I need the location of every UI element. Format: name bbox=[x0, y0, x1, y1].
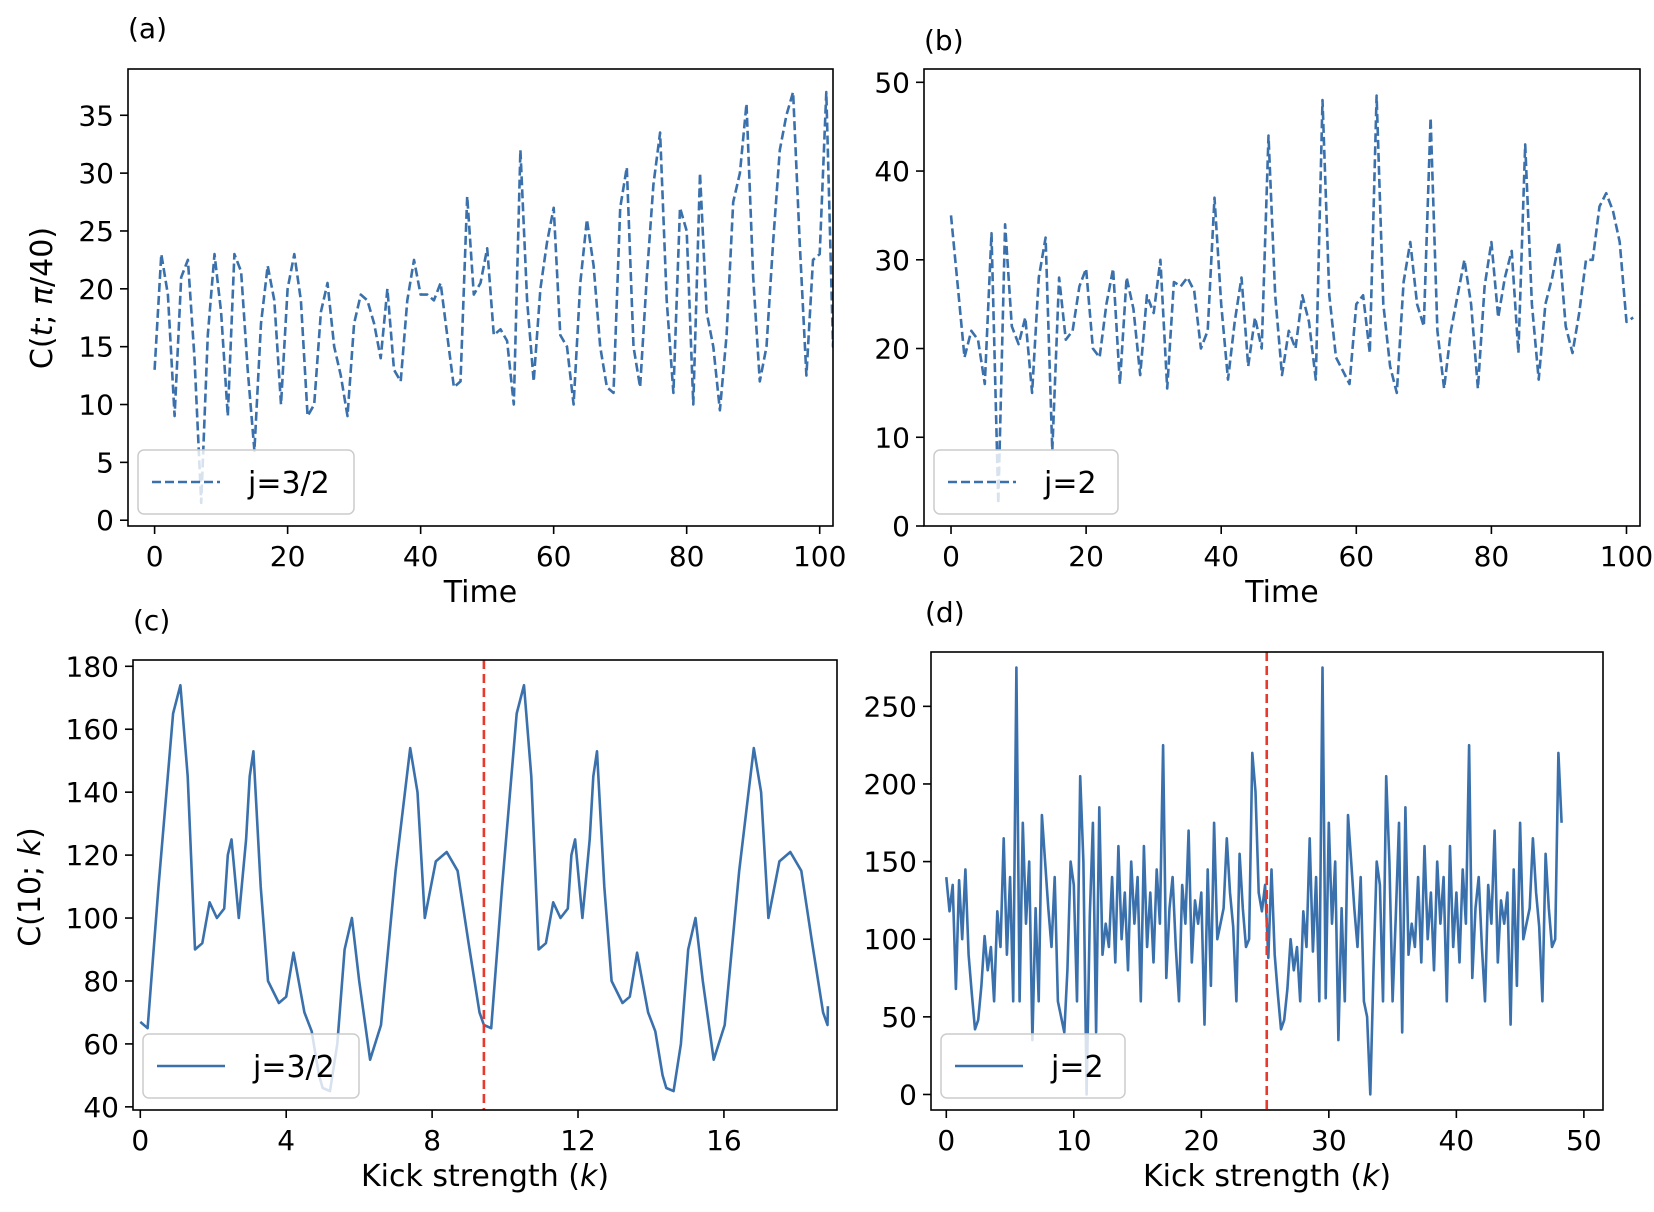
y-tick-label: 10 bbox=[874, 421, 910, 454]
x-axis-title-d: Kick strength (k) bbox=[1143, 1159, 1391, 1194]
plot-frame-c bbox=[132, 659, 838, 1111]
y-tick-label: 100 bbox=[66, 902, 119, 935]
y-tick-label: 0 bbox=[96, 504, 114, 537]
y-tick-label: 100 bbox=[864, 923, 917, 956]
y-tick-label: 5 bbox=[96, 446, 114, 479]
y-tick-label: 200 bbox=[864, 768, 917, 801]
x-tick-label: 100 bbox=[1600, 540, 1653, 573]
x-tick-label: 12 bbox=[560, 1124, 596, 1157]
panel-b-label: (b) bbox=[924, 24, 964, 57]
legend-label: j=2 bbox=[1050, 1050, 1104, 1085]
y-tick-label: 35 bbox=[78, 99, 114, 132]
legend-c: j=3/2 bbox=[142, 1033, 360, 1099]
legend-box bbox=[933, 449, 1119, 515]
y-tick-label: 140 bbox=[66, 776, 119, 809]
y-tick-label: 160 bbox=[66, 713, 119, 746]
x-tick-label: 0 bbox=[937, 1124, 955, 1157]
panel-d: (d) j=2 0 10 20 30 40 50 0 50 100 150 200 250 Kick st… bbox=[864, 596, 1604, 1194]
x-tick-label: 40 bbox=[1439, 1124, 1475, 1157]
legend-box bbox=[137, 449, 355, 515]
series-line-c bbox=[139, 683, 830, 1093]
panel-c-label: (c) bbox=[133, 604, 170, 637]
x-axis-title-b: Time bbox=[1244, 575, 1318, 610]
x-axis-title-a: Time bbox=[443, 575, 517, 610]
y-tick-label: 50 bbox=[874, 66, 910, 99]
legend-box bbox=[940, 1033, 1126, 1099]
y-tick-label: 50 bbox=[881, 1001, 917, 1034]
panel-b: (b) j=2 0 20 40 60 80 100 0 10 20 30 40 50 Time bbox=[874, 24, 1653, 610]
x-tick-label: 100 bbox=[793, 540, 846, 573]
x-tick-label: 40 bbox=[1203, 540, 1239, 573]
y-tick-label: 10 bbox=[78, 389, 114, 422]
x-tick-label: 20 bbox=[270, 540, 306, 573]
y-tick-label: 20 bbox=[78, 273, 114, 306]
x-tick-label: 20 bbox=[1184, 1124, 1220, 1157]
panel-c-ylabel: C(10; k) bbox=[13, 827, 48, 947]
legend-label: j=3/2 bbox=[247, 466, 330, 501]
x-tick-label: 0 bbox=[942, 540, 960, 573]
y-tick-label: 30 bbox=[78, 157, 114, 190]
y-tick-label: 30 bbox=[874, 244, 910, 277]
series-line-b bbox=[949, 94, 1634, 506]
x-tick-label: 80 bbox=[1474, 540, 1510, 573]
panel-a-label: (a) bbox=[128, 12, 167, 45]
x-tick-label: 8 bbox=[423, 1124, 441, 1157]
series-line-d bbox=[945, 666, 1563, 1096]
legend-label: j=2 bbox=[1043, 466, 1097, 501]
legend-box bbox=[142, 1033, 360, 1099]
plot-frame-d bbox=[930, 651, 1604, 1111]
y-tick-label: 15 bbox=[78, 331, 114, 364]
panel-d-label: (d) bbox=[925, 596, 965, 629]
legend-label: j=3/2 bbox=[252, 1050, 335, 1085]
x-tick-label: 0 bbox=[131, 1124, 149, 1157]
x-tick-label: 40 bbox=[403, 540, 439, 573]
panel-a-ylabel: C(t; π/40) bbox=[25, 227, 60, 369]
y-tick-label: 25 bbox=[78, 215, 114, 248]
x-tick-label: 20 bbox=[1068, 540, 1104, 573]
x-tick-label: 4 bbox=[277, 1124, 295, 1157]
y-tick-label: 60 bbox=[83, 1028, 119, 1061]
x-tick-label: 16 bbox=[706, 1124, 742, 1157]
x-axis-title-c: Kick strength (k) bbox=[361, 1159, 609, 1194]
x-tick-label: 0 bbox=[146, 540, 164, 573]
y-tick-label: 250 bbox=[864, 690, 917, 723]
legend-a: j=3/2 bbox=[137, 449, 355, 515]
plot-frame-a bbox=[127, 68, 834, 527]
y-tick-label: 0 bbox=[892, 510, 910, 543]
y-tick-label: 180 bbox=[66, 650, 119, 683]
panel-c: (c) C(10; k) j=3/2 0 4 8 12 16 40 60 80 100 120 140… bbox=[13, 604, 838, 1194]
x-tick-label: 60 bbox=[1338, 540, 1374, 573]
y-tick-label: 20 bbox=[874, 333, 910, 366]
x-tick-label: 60 bbox=[536, 540, 572, 573]
y-tick-label: 150 bbox=[864, 846, 917, 879]
x-tick-label: 50 bbox=[1566, 1124, 1602, 1157]
y-tick-label: 120 bbox=[66, 839, 119, 872]
legend-d: j=2 bbox=[940, 1033, 1126, 1099]
plot-frame-b bbox=[923, 68, 1641, 527]
x-tick-label: 80 bbox=[669, 540, 705, 573]
x-tick-label: 30 bbox=[1311, 1124, 1347, 1157]
y-tick-label: 40 bbox=[83, 1091, 119, 1124]
x-tick-label: 10 bbox=[1056, 1124, 1092, 1157]
panel-a: (a) C(t; π/40) j=3/2 0 20 40 60 80 100 0 5 10 15 20… bbox=[25, 12, 846, 610]
legend-b: j=2 bbox=[933, 449, 1119, 515]
y-tick-label: 0 bbox=[899, 1078, 917, 1111]
y-tick-label: 40 bbox=[874, 155, 910, 188]
y-tick-label: 80 bbox=[83, 965, 119, 998]
series-line-a bbox=[153, 90, 833, 505]
